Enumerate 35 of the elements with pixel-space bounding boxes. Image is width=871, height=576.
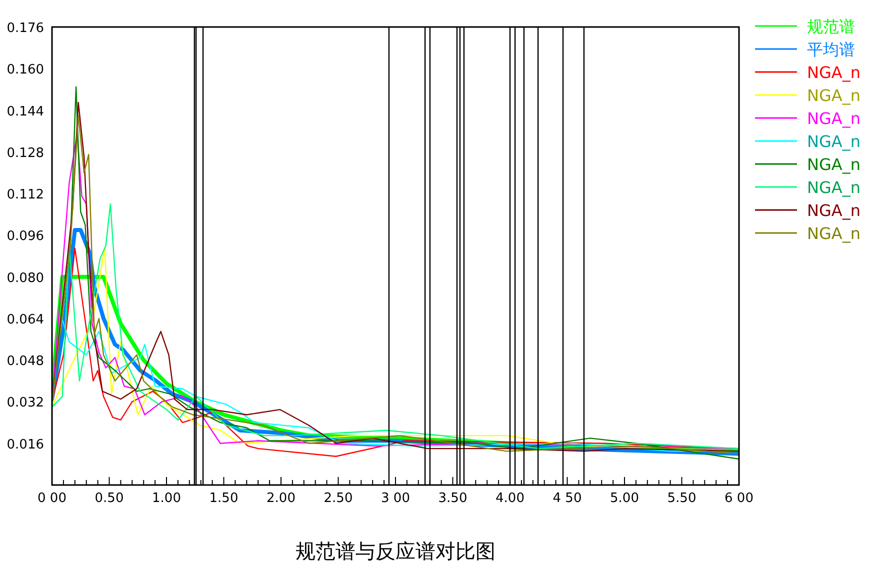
legend-label: NGA_n xyxy=(807,201,860,220)
legend-label: NGA_n xyxy=(807,224,860,243)
y-tick-label: 0.176 xyxy=(6,21,44,36)
y-tick-label: 0.016 xyxy=(6,437,44,452)
y-tick-label: 0.064 xyxy=(6,312,44,328)
y-tick-label: 0.080 xyxy=(6,270,44,286)
y-tick-label: 0.160 xyxy=(6,62,44,78)
x-tick-label: 4.00 xyxy=(496,491,524,506)
x-tick-label: 2.00 xyxy=(266,491,296,506)
x-tick-label: 1.00 xyxy=(152,491,181,506)
y-tick-label: 0.128 xyxy=(6,146,44,161)
legend-label: NGA_n xyxy=(807,155,860,174)
legend-label: 规范谱 xyxy=(807,17,855,36)
y-tick-label: 0.032 xyxy=(6,396,44,411)
legend-label: NGA_n xyxy=(807,109,860,128)
x-tick-label: 1.50 xyxy=(209,491,238,506)
text: 规范谱与反应谱对比图 xyxy=(296,539,496,563)
x-tick-label: 5.00 xyxy=(610,491,639,506)
legend-label: NGA_n xyxy=(807,178,860,197)
y-tick-label: 0.144 xyxy=(6,104,44,120)
x-tick-label: 2.50 xyxy=(324,491,353,506)
x-tick-label: 3 00 xyxy=(381,491,410,506)
y-tick-label: 0.096 xyxy=(6,229,44,244)
x-tick-label: 6 00 xyxy=(724,491,754,506)
legend-label: NGA_n xyxy=(807,63,860,82)
x-tick-label: 0 00 xyxy=(38,491,66,506)
legend-label: NGA_n xyxy=(807,132,860,151)
x-tick-label: 0.50 xyxy=(94,491,124,506)
y-tick-label: 0.112 xyxy=(6,188,44,203)
x-tick-label: 3.50 xyxy=(438,491,468,506)
y-tick-label: 0.048 xyxy=(6,354,44,370)
x-tick-label: 5.50 xyxy=(667,491,696,506)
legend-label: NGA_n xyxy=(807,86,860,105)
x-tick-label: 4 50 xyxy=(552,491,582,506)
legend-label: 平均谱 xyxy=(807,40,855,59)
